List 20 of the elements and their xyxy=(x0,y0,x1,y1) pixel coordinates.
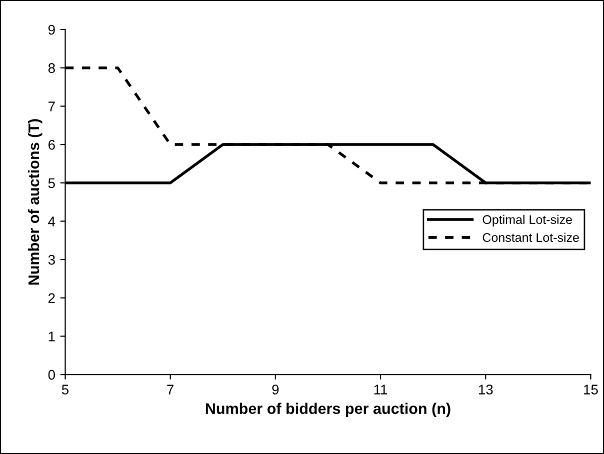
y-tick-label: 9 xyxy=(48,24,55,35)
y-tick-label: 4 xyxy=(48,216,56,226)
y-tick-label: 6 xyxy=(48,140,55,150)
y-tick-label: 1 xyxy=(48,332,55,342)
y-tick-label: 2 xyxy=(48,293,55,303)
legend-label: Optimal Lot-size xyxy=(482,214,572,227)
y-tick-label: 0 xyxy=(48,370,55,380)
y-tick-label: 5 xyxy=(48,178,55,188)
x-tick-label: 15 xyxy=(584,384,598,394)
x-tick-label: 13 xyxy=(478,384,493,394)
legend-label: Constant Lot-size xyxy=(482,232,579,242)
y-tick-label: 7 xyxy=(48,102,55,112)
x-tick-label: 9 xyxy=(272,384,279,394)
x-tick-label: 11 xyxy=(374,384,388,394)
y-tick-label: 3 xyxy=(48,254,55,265)
y-tick-label: 8 xyxy=(48,63,55,74)
x-axis-title: Number of bidders per auction (n) xyxy=(206,402,450,418)
y-axis-title: Number of auctions (T) xyxy=(28,119,42,285)
x-tick-label: 5 xyxy=(62,384,69,394)
x-tick-label: 7 xyxy=(167,384,174,394)
